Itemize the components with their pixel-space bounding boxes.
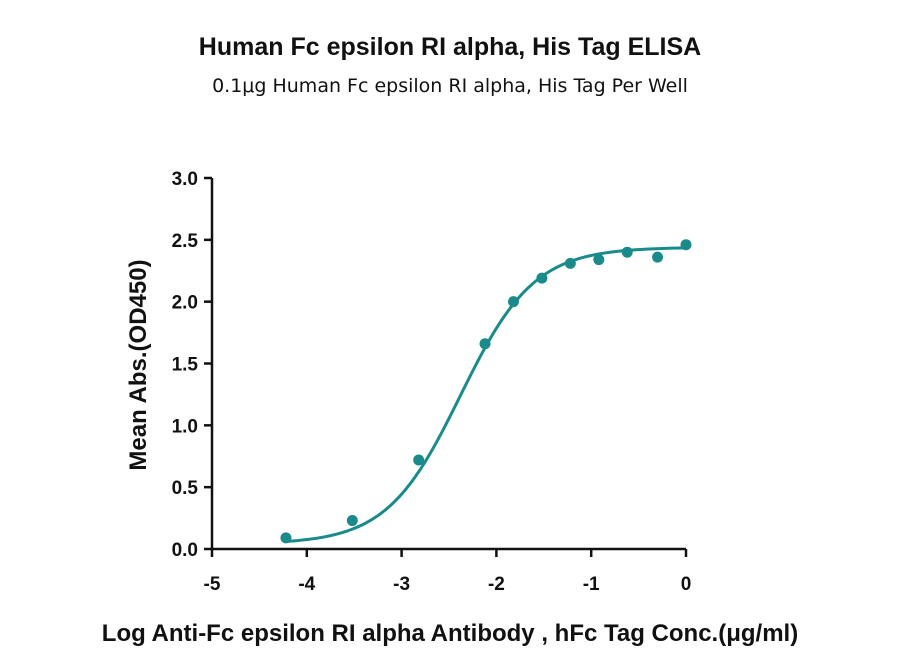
data-point <box>280 532 292 544</box>
data-point <box>593 254 605 266</box>
y-axis-title: Mean Abs.(OD450) <box>125 259 152 470</box>
data-point <box>621 246 633 258</box>
x-axis-title: Log Anti-Fc epsilon RI alpha Antibody , … <box>102 620 798 647</box>
x-tick-label: 0 <box>681 574 692 595</box>
y-tick-label: 0.5 <box>172 478 199 499</box>
y-tick-label: 1.0 <box>172 416 198 437</box>
x-axis-ticks: -5 -4 -3 -2 -1 0 <box>204 549 692 595</box>
chart-subtitle: 0.1μg Human Fc epsilon RI alpha, His Tag… <box>212 75 688 97</box>
data-point <box>680 239 692 251</box>
data-point <box>479 338 491 350</box>
x-tick-label: -4 <box>298 574 315 595</box>
data-point <box>536 272 548 284</box>
x-tick-label: -2 <box>488 574 505 595</box>
y-tick-label: 1.5 <box>172 355 199 376</box>
y-tick-label: 2.5 <box>172 231 199 252</box>
y-tick-label: 3.0 <box>172 169 198 190</box>
data-point <box>413 454 425 466</box>
data-point <box>346 515 358 527</box>
data-point <box>564 257 576 269</box>
x-tick-label: -3 <box>393 574 410 595</box>
data-points <box>280 239 692 544</box>
data-point <box>652 251 664 263</box>
chart-title: Human Fc epsilon RI alpha, His Tag ELISA <box>199 33 701 61</box>
x-tick-label: -1 <box>583 574 600 595</box>
data-point <box>507 296 519 308</box>
y-tick-label: 0.0 <box>172 540 198 561</box>
y-axis-ticks: 0.0 0.5 1.0 1.5 2.0 2.5 3.0 <box>172 169 212 561</box>
x-tick-label: -5 <box>204 574 221 595</box>
y-tick-label: 2.0 <box>172 293 198 314</box>
fit-curve <box>285 246 687 543</box>
